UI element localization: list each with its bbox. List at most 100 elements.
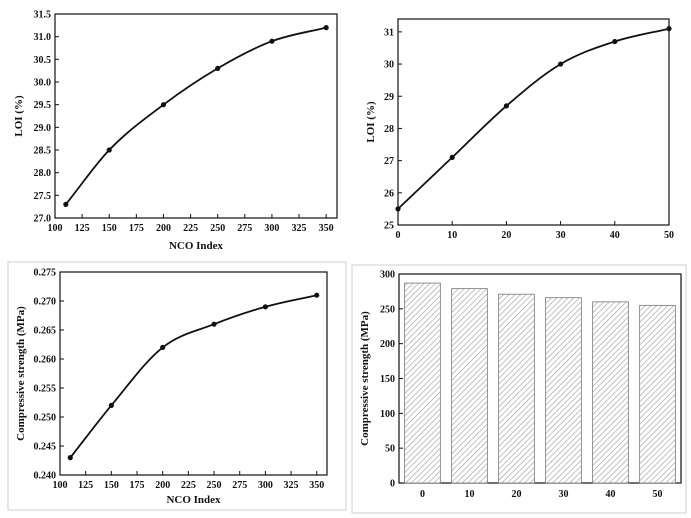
data-point: [215, 65, 221, 71]
x-tick-label: 40: [606, 489, 616, 500]
y-tick-label: 30.5: [34, 55, 52, 66]
y-axis-label: LOI (%): [13, 95, 25, 137]
y-tick-label: 0.265: [34, 326, 57, 337]
bar: [451, 288, 488, 484]
y-tick-label: 0.270: [34, 297, 57, 308]
x-tick-label: 325: [292, 223, 307, 234]
x-tick-label: 250: [207, 480, 222, 491]
y-axis-label: Compressive strength (MPa): [15, 306, 27, 441]
y-tick-label: 31: [384, 27, 394, 38]
x-tick-label: 50: [653, 489, 663, 500]
y-tick-label: 29.0: [34, 123, 52, 134]
fit-curve: [397, 27, 670, 210]
bar: [545, 297, 582, 484]
x-tick-label: 275: [232, 480, 247, 491]
y-tick-label: 28.5: [34, 146, 52, 157]
data-point: [160, 102, 167, 108]
chart-layer: 27.0 27.5 28.0 28.5 29.0 29.5 30.0 30.5 31.0 31.5…: [13, 10, 682, 506]
chart-2: 25 26 27 28 29 30 31 LOI (%) 0 10 20 30 40 50: [365, 18, 674, 241]
y-tick-label: 31.0: [34, 32, 52, 43]
x-tick-label: 200: [155, 480, 170, 491]
y-tick-label: 200: [380, 339, 395, 350]
x-tick-label: 10: [447, 230, 457, 241]
y-tick-label: 27.0: [34, 214, 52, 225]
plot-frame: [54, 13, 338, 219]
x-tick-label: 10: [465, 489, 475, 500]
y-tick-label: 29: [384, 92, 394, 103]
data-point: [106, 147, 112, 153]
x-tick-label: 300: [264, 223, 279, 234]
fit-curve: [69, 294, 317, 459]
bar: [404, 282, 441, 484]
x-tick-label: 30: [556, 230, 566, 241]
y-tick-label: 28.0: [34, 168, 52, 179]
x-tick-label: 0: [396, 230, 401, 241]
y-tick-label: 31.5: [34, 10, 52, 21]
y-tick-label: 300: [380, 270, 395, 281]
y-tick-label: 30: [384, 60, 394, 71]
y-tick-label: 27: [384, 156, 394, 167]
x-axis-label: NCO Index: [166, 494, 221, 506]
y-axis-label: Compressive strength (MPa): [359, 311, 371, 446]
panel-3-border: [7, 261, 347, 511]
data-point: [269, 38, 275, 44]
x-tick-label: 0: [420, 489, 425, 500]
data-point: [108, 402, 114, 408]
data-point: [211, 321, 217, 327]
x-tick-label: 30: [559, 489, 569, 500]
x-tick-label: 150: [102, 223, 117, 234]
y-tick-label: 27.5: [34, 191, 52, 202]
y-tick-label: 0.245: [34, 442, 57, 453]
x-tick-label: 225: [181, 480, 196, 491]
bar: [498, 293, 535, 484]
x-tick-label: 50: [664, 230, 674, 241]
bar: [639, 304, 676, 484]
data-point: [612, 38, 618, 45]
x-axis-label: NCO Index: [169, 240, 224, 252]
plot-frame: [397, 18, 670, 226]
x-tick-label: 250: [210, 223, 225, 234]
y-tick-label: 0.275: [34, 268, 57, 279]
y-tick-label: 26: [384, 188, 394, 199]
y-tick-label: 50: [385, 444, 395, 455]
x-tick-label: 325: [284, 480, 299, 491]
y-tick-label: 0.255: [34, 384, 57, 395]
x-tick-label: 125: [78, 480, 93, 491]
x-tick-label: 275: [237, 223, 252, 234]
panel-4-border: [351, 264, 687, 514]
data-point: [558, 61, 564, 67]
chart-3: 0.240 0.245 0.250 0.255 0.260 0.265 0.270 0.275…: [15, 268, 328, 506]
data-point: [262, 304, 268, 310]
x-tick-label: 100: [48, 223, 63, 234]
data-point: [323, 25, 329, 31]
x-tick-label: 225: [183, 223, 198, 234]
data-point: [666, 26, 672, 32]
x-tick-label: 20: [501, 230, 511, 241]
y-tick-label: 30.0: [34, 78, 52, 89]
x-tick-label: 175: [129, 223, 144, 234]
x-tick-label: 150: [104, 480, 119, 491]
data-point: [67, 455, 73, 461]
y-tick-label: 0.260: [34, 355, 57, 366]
x-tick-label: 125: [75, 223, 90, 234]
data-point: [395, 206, 401, 212]
y-tick-label: 0.240: [34, 471, 57, 482]
plot-frame: [59, 271, 328, 476]
y-tick-label: 28: [384, 124, 394, 135]
x-tick-label: 100: [53, 480, 68, 491]
y-tick-label: 0.250: [34, 413, 57, 424]
y-tick-label: 0: [390, 479, 395, 490]
y-tick-label: 250: [380, 304, 395, 315]
data-point: [314, 292, 320, 298]
bar: [592, 301, 629, 484]
x-tick-label: 175: [130, 480, 145, 491]
x-tick-label: 350: [319, 223, 334, 234]
x-tick-label: 20: [512, 489, 522, 500]
fit-curve: [65, 26, 327, 205]
data-point: [63, 201, 69, 207]
y-tick-label: 100: [380, 409, 395, 420]
x-tick-label: 300: [258, 480, 273, 491]
data-point: [449, 154, 455, 161]
y-tick-label: 25: [384, 221, 394, 232]
